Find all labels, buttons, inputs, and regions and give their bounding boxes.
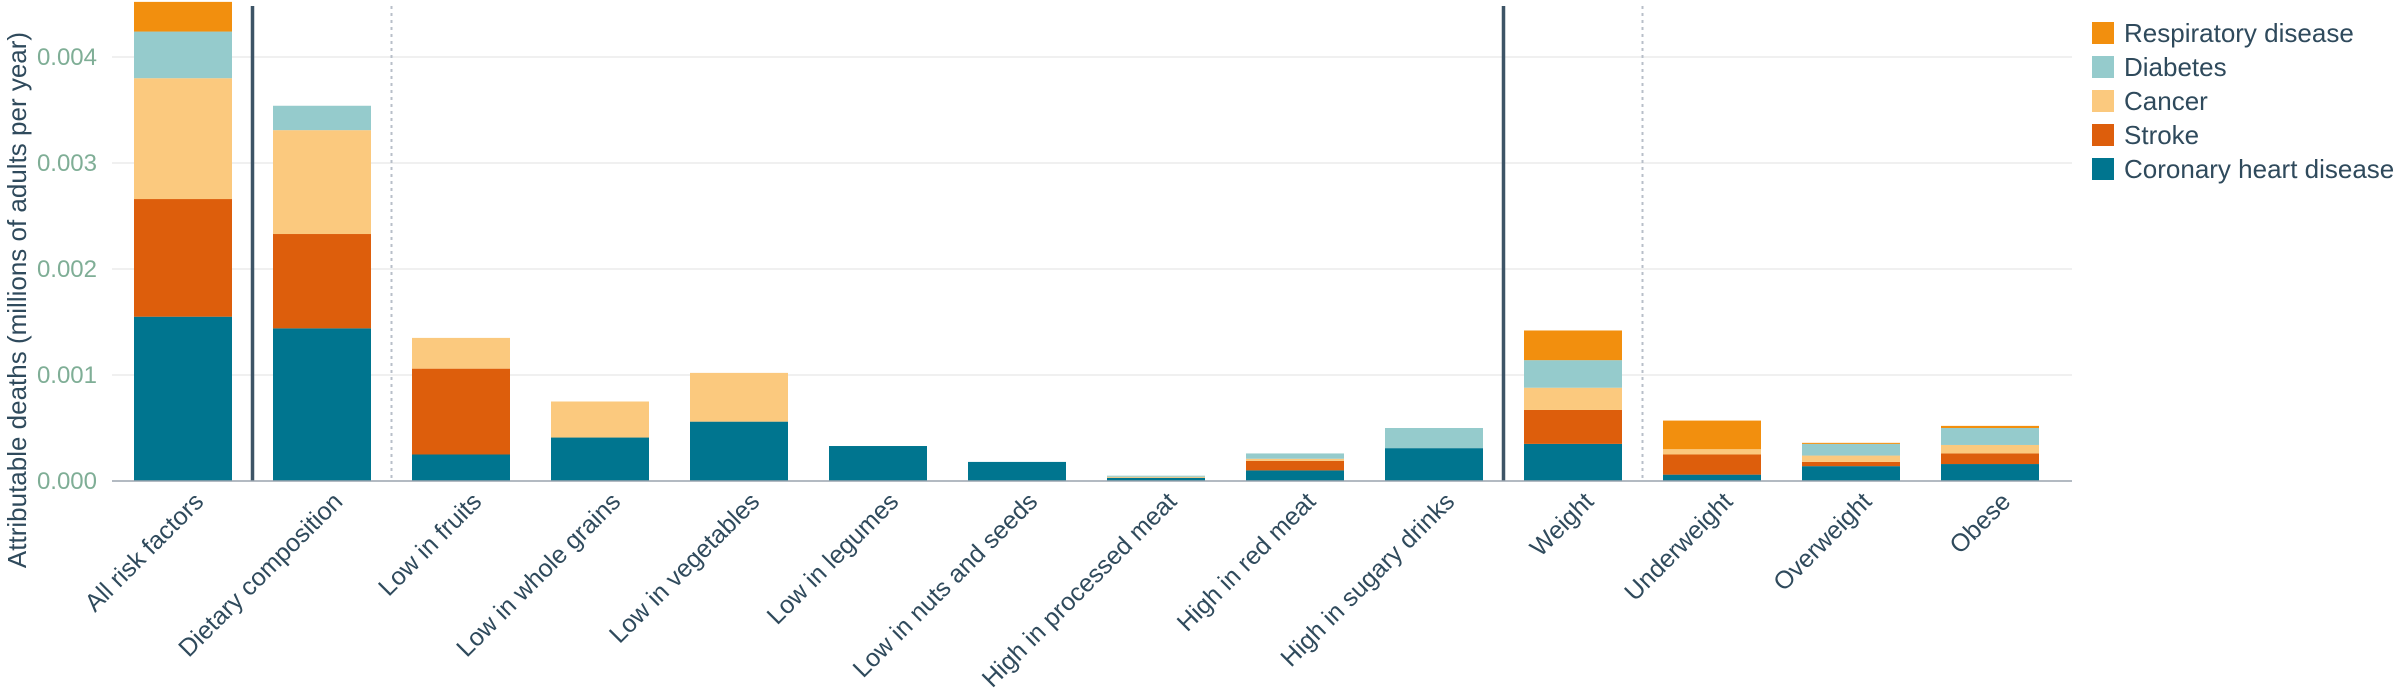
x-tick-label: Low in fruits bbox=[373, 487, 487, 601]
bar-segment bbox=[1663, 454, 1761, 475]
legend-swatch bbox=[2092, 56, 2114, 78]
bar-segment bbox=[273, 130, 371, 235]
bar-segment bbox=[1524, 330, 1622, 361]
x-tick-label: Weight bbox=[1525, 487, 1600, 562]
bar-segment bbox=[690, 372, 788, 422]
bar-segment bbox=[1941, 453, 2039, 465]
legend-label: Cancer bbox=[2124, 86, 2208, 116]
bars bbox=[134, 1, 2039, 481]
y-tick-label: 0.000 bbox=[37, 468, 97, 495]
bar-segment bbox=[273, 105, 371, 131]
bar-segment bbox=[1246, 458, 1344, 461]
x-tick-label: Overweight bbox=[1768, 487, 1877, 596]
bar-segment bbox=[1524, 409, 1622, 444]
y-tick-label: 0.001 bbox=[37, 362, 97, 389]
bar-segment bbox=[1663, 449, 1761, 455]
bar-segment bbox=[690, 421, 788, 481]
bar-segment bbox=[1107, 476, 1205, 478]
bar-segment bbox=[412, 337, 510, 369]
x-tick-label: All risk factors bbox=[79, 487, 209, 617]
bar-segment bbox=[1107, 475, 1205, 477]
x-tick-label: High in red meat bbox=[1172, 487, 1322, 637]
bar-segment bbox=[1802, 443, 1900, 456]
bar-segment bbox=[1246, 470, 1344, 481]
bar-segment bbox=[1663, 474, 1761, 481]
y-tick-label: 0.002 bbox=[37, 256, 97, 283]
bar-segment bbox=[1107, 477, 1205, 481]
bar-segment bbox=[551, 437, 649, 481]
y-axis-label: Attributable deaths (millions of adults … bbox=[2, 32, 32, 568]
bar-segment bbox=[551, 401, 649, 438]
y-tick-labels: 0.000 0.001 0.002 0.003 0.004 bbox=[37, 44, 97, 495]
bar-segment bbox=[1941, 464, 2039, 481]
group-separators bbox=[250, 6, 1644, 481]
legend-swatch bbox=[2092, 158, 2114, 180]
legend-label: Stroke bbox=[2124, 120, 2199, 150]
legend-swatch bbox=[2092, 124, 2114, 146]
bar-segment bbox=[134, 316, 232, 481]
bar-segment bbox=[412, 368, 510, 455]
bar-segment bbox=[1802, 466, 1900, 481]
bar-segment bbox=[1385, 428, 1483, 449]
bar-segment bbox=[1802, 461, 1900, 467]
bar-segment bbox=[412, 454, 510, 481]
gridlines bbox=[112, 56, 2072, 376]
bar-segment bbox=[1524, 387, 1622, 410]
bar-segment bbox=[1802, 455, 1900, 462]
bar-segment bbox=[1941, 444, 2039, 454]
bar-segment bbox=[273, 234, 371, 329]
bar-segment bbox=[1941, 428, 2039, 445]
bar-segment bbox=[829, 446, 927, 481]
bar-segment bbox=[1802, 442, 1900, 444]
y-tick-label: 0.004 bbox=[37, 44, 97, 71]
bar-segment bbox=[1246, 460, 1344, 471]
x-tick-label: Low in vegetables bbox=[604, 487, 765, 648]
legend-label: Respiratory disease bbox=[2124, 18, 2354, 48]
bar-segment bbox=[1524, 443, 1622, 481]
y-tick-label: 0.003 bbox=[37, 150, 97, 177]
bar-segment bbox=[1524, 360, 1622, 388]
bar-segment bbox=[1385, 448, 1483, 481]
x-tick-label: Low in legumes bbox=[762, 487, 905, 630]
legend-swatch bbox=[2092, 22, 2114, 44]
bar-segment bbox=[134, 78, 232, 200]
bar-segment bbox=[1663, 420, 1761, 450]
legend: Respiratory disease Diabetes Cancer Stroke C… bbox=[2092, 18, 2394, 184]
bar-segment bbox=[134, 31, 232, 79]
bar-segment bbox=[273, 328, 371, 481]
bar-segment bbox=[134, 199, 232, 317]
bar-segment bbox=[1941, 425, 2039, 428]
bar-segment bbox=[134, 1, 232, 32]
legend-label: Coronary heart disease bbox=[2124, 154, 2394, 184]
x-tick-label: Obese bbox=[1944, 487, 2016, 559]
bar-segment bbox=[1246, 453, 1344, 459]
legend-label: Diabetes bbox=[2124, 52, 2227, 82]
bar-segment bbox=[968, 461, 1066, 481]
legend-swatch bbox=[2092, 90, 2114, 112]
x-tick-label: Underweight bbox=[1619, 487, 1738, 606]
